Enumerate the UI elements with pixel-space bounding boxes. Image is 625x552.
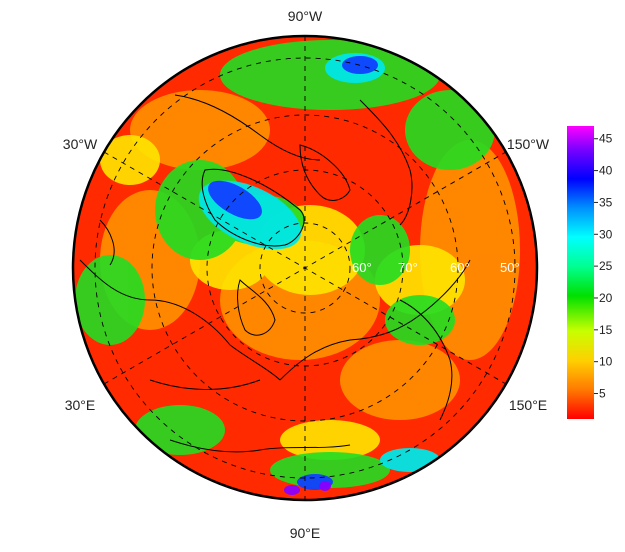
colorbar-tick-label: 40 — [599, 164, 613, 178]
graticule — [94, 36, 516, 500]
kamchatka-coast — [399, 299, 453, 421]
alaska-coast — [359, 99, 413, 226]
lat-circle-80 — [259, 222, 351, 314]
colorbar-tick-label: 30 — [599, 227, 613, 241]
lon-label-lower-left: 30°E — [65, 397, 96, 413]
colorbar-tick-label: 35 — [599, 195, 613, 209]
greenland-coast — [201, 168, 305, 247]
lat-label-2: 70° — [398, 260, 418, 275]
north-america-coast — [174, 94, 321, 161]
iceland-coast — [99, 219, 115, 266]
lon-label-upper-left: 30°W — [63, 136, 98, 152]
colorbar-tick-label: 10 — [599, 355, 613, 369]
colorbar-ticks: 45 40 35 30 25 20 15 10 5 — [594, 132, 613, 401]
svalbard-coast — [237, 279, 276, 336]
siberia-coast — [279, 259, 471, 381]
canadian-archipelago-coast — [299, 144, 351, 201]
russia-coast — [149, 379, 261, 390]
violet-regions — [284, 481, 331, 495]
lon-label-bottom: 90°E — [290, 525, 321, 541]
coastlines — [79, 94, 471, 453]
map-boundary — [71, 34, 539, 502]
colorbar-tick-label: 25 — [599, 259, 613, 273]
lat-label-4: 50° — [500, 260, 520, 275]
lon-label-lower-right: 150°E — [509, 397, 547, 413]
colorbar-tick-label: 15 — [599, 323, 613, 337]
lat-circle-50 — [94, 57, 516, 479]
colorbar-tick-label: 20 — [599, 291, 613, 305]
colorbar-tick-label: 5 — [599, 387, 606, 401]
central-asia-border — [169, 439, 351, 453]
lon-label-upper-right: 150°W — [507, 136, 550, 152]
colorbar: 45 40 35 30 25 20 15 10 5 — [567, 126, 613, 419]
map-disk — [73, 36, 537, 500]
colorbar-tick-label: 45 — [599, 132, 613, 146]
lon-label-top: 90°W — [288, 8, 323, 24]
meridian-30e-150w — [103, 151, 507, 385]
lat-label-1: 60° — [352, 260, 372, 275]
lat-label-3: 60° — [450, 260, 470, 275]
scandinavia-coast — [79, 259, 281, 381]
colorbar-gradient — [567, 126, 594, 419]
